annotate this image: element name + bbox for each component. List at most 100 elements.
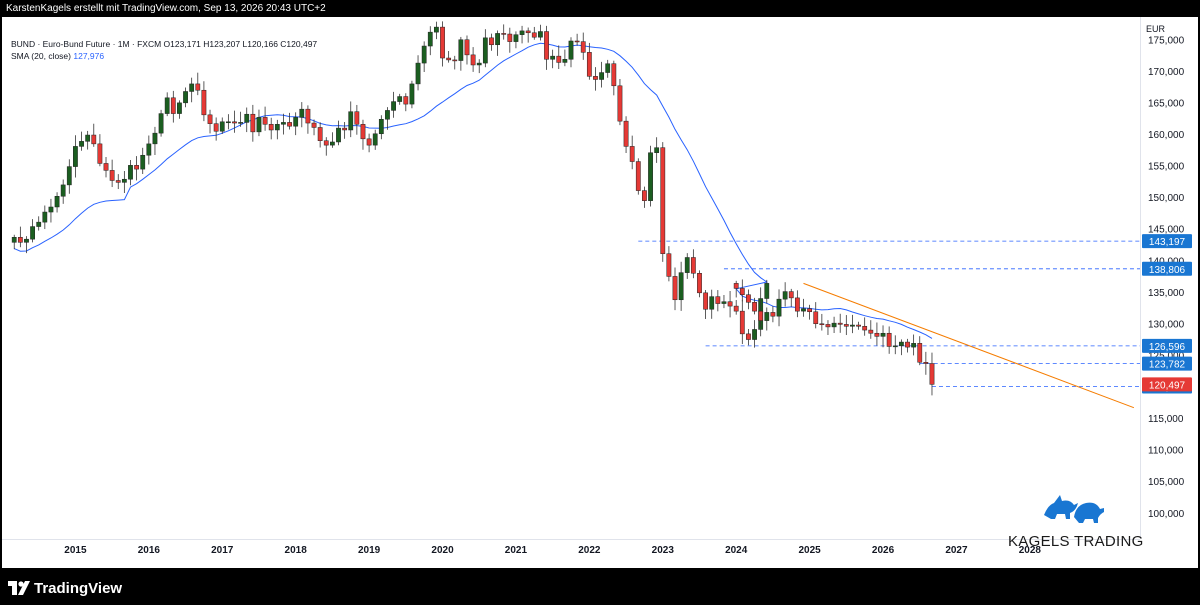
candle-body [244, 113, 250, 123]
candle-body [372, 133, 378, 146]
candle-body [905, 341, 910, 348]
candle-body [782, 291, 788, 300]
candle-body [195, 83, 201, 91]
candle-body [189, 83, 195, 92]
candle-body [11, 237, 17, 243]
candle-body [207, 114, 213, 124]
candle-body [54, 196, 60, 208]
candle-body [464, 39, 470, 56]
chart-panel[interactable]: EUR100,000105,000110,000115,000120,00012… [2, 17, 1198, 568]
candle-body [531, 32, 537, 38]
candle-body [660, 147, 666, 254]
candle-body [788, 291, 794, 299]
candle-body [85, 134, 91, 142]
bear-icon [1074, 502, 1104, 523]
candle-body [819, 323, 825, 326]
candle-body [458, 39, 464, 61]
candle-body [580, 41, 586, 53]
candle-body [678, 272, 684, 301]
candle-body [929, 363, 935, 385]
y-tick-label: 150,000 [1148, 193, 1185, 204]
candle-body [403, 96, 409, 105]
candle-body [831, 322, 837, 328]
bull-icon [1044, 495, 1078, 519]
candle-body [109, 170, 115, 181]
candle-body [733, 305, 739, 312]
candle-body [250, 113, 256, 133]
tradingview-logo[interactable]: TradingView [8, 578, 122, 598]
candle-body [599, 72, 604, 80]
candle-body [856, 324, 861, 327]
candle-body [752, 302, 757, 312]
candle-body [715, 296, 721, 304]
candle-body [617, 85, 623, 122]
candle-body [48, 206, 54, 213]
candle-body [917, 343, 923, 363]
candle-body [30, 226, 35, 240]
candle-body [666, 253, 672, 277]
candle-body [262, 117, 268, 125]
candle-body [323, 140, 329, 146]
candle-body [434, 26, 439, 33]
x-tick-label: 2028 [1019, 545, 1042, 556]
legend-sma-line[interactable]: SMA (20, close) 127,976 [11, 50, 317, 62]
candle-body [525, 30, 531, 34]
candle-body [183, 91, 188, 104]
candle-body [764, 283, 770, 299]
candle-body [801, 308, 806, 312]
candle-body [642, 190, 647, 201]
candle-body [703, 292, 708, 310]
candle-body [42, 211, 48, 223]
candle-body [329, 141, 335, 146]
y-tick-label: 155,000 [1148, 162, 1185, 173]
candle-body [256, 117, 262, 133]
candle-body [268, 124, 274, 131]
candle-body [336, 127, 341, 143]
candle-body [648, 152, 653, 201]
candle-body [746, 294, 751, 303]
legend-sma-value: 127,976 [73, 51, 105, 61]
price-level-badge-label: 138,806 [1149, 265, 1186, 276]
candle-body [690, 257, 696, 274]
candle-body [611, 63, 617, 87]
legend-sma-label: SMA (20, close) [11, 51, 71, 61]
candle-body [684, 257, 690, 273]
x-tick-label: 2020 [431, 545, 454, 556]
candle-body [605, 63, 611, 73]
candle-body [489, 37, 494, 46]
x-tick-label: 2023 [652, 545, 675, 556]
candle-body [91, 134, 97, 145]
x-tick-label: 2024 [725, 545, 748, 556]
tradingview-logo-text: TradingView [34, 579, 123, 597]
price-level-badge-label: 126,596 [1149, 342, 1186, 353]
footer-bar: TradingView [0, 570, 1200, 605]
candle-body [225, 121, 231, 124]
candle-body [923, 362, 929, 364]
legend-symbol-line[interactable]: BUND · Euro-Bund Future · 1M · FXCM O123… [11, 39, 318, 49]
candle-body [850, 324, 855, 327]
candle-body [170, 97, 176, 114]
candle-body [470, 54, 476, 66]
candle-body [146, 143, 152, 156]
candle-body [911, 343, 917, 348]
candle-body [739, 288, 745, 295]
x-tick-label: 2021 [505, 545, 528, 556]
candle-body [317, 127, 323, 141]
chart-canvas[interactable]: EUR100,000105,000110,000115,000120,00012… [2, 17, 1198, 568]
candle-body [672, 276, 678, 301]
candle-body [709, 296, 715, 310]
currency-label: EUR [1146, 24, 1166, 34]
candle-body [360, 124, 366, 140]
x-tick-label: 2017 [211, 545, 234, 556]
candle-body [513, 34, 519, 42]
candle-body [593, 76, 598, 80]
candle-body [421, 45, 427, 64]
candle-body [770, 312, 776, 317]
candle-body [281, 122, 286, 125]
plot-background [2, 17, 1198, 568]
y-tick-label: 165,000 [1148, 98, 1185, 109]
candle-body [654, 147, 660, 153]
candle-body [586, 52, 592, 77]
candle-body [556, 55, 562, 63]
